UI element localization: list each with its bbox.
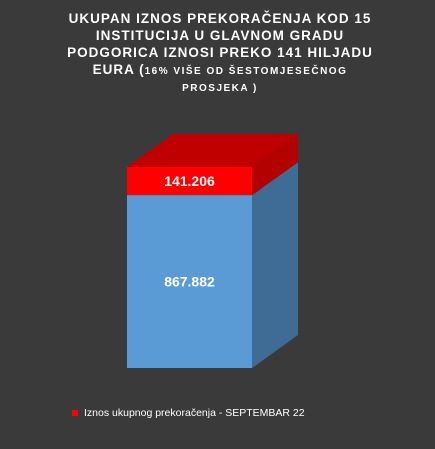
title-line-4: EURA (16% VIŠE OD ŠESTOMJESEČNOG (40, 61, 400, 80)
bar-side-2 (252, 134, 298, 196)
title-line-2: INSTITUCIJA U GLAVNOM GRADU (95, 28, 345, 43)
chart-title: UKUPAN IZNOS PREKORAČENJA KOD 15 INSTITU… (40, 10, 400, 97)
legend: Iznos ukupnog prekoračenja - SEPTEMBAR 2… (72, 407, 305, 419)
title-line-5: PROSJEKA ) (182, 83, 258, 94)
title-line-3: PODGORICA IZNOSI PREKO 141 HILJADU (67, 45, 373, 60)
legend-label: Iznos ukupnog prekoračenja - SEPTEMBAR 2… (84, 407, 305, 419)
title-line-4-main: EURA ( (92, 62, 145, 77)
bar-front-2 (127, 167, 252, 196)
bar-side-1 (252, 162, 298, 368)
bar-front-1 (127, 195, 252, 368)
data-label-1: 867.882 (164, 274, 215, 290)
title-line-4-small: 16% VIŠE OD ŠESTOMJESEČNOG (144, 66, 348, 77)
bar-top (127, 134, 298, 167)
legend-swatch-red (72, 410, 78, 416)
data-label-2: 141.206 (164, 173, 215, 189)
title-line-1: UKUPAN IZNOS PREKORAČENJA KOD 15 (68, 11, 372, 26)
